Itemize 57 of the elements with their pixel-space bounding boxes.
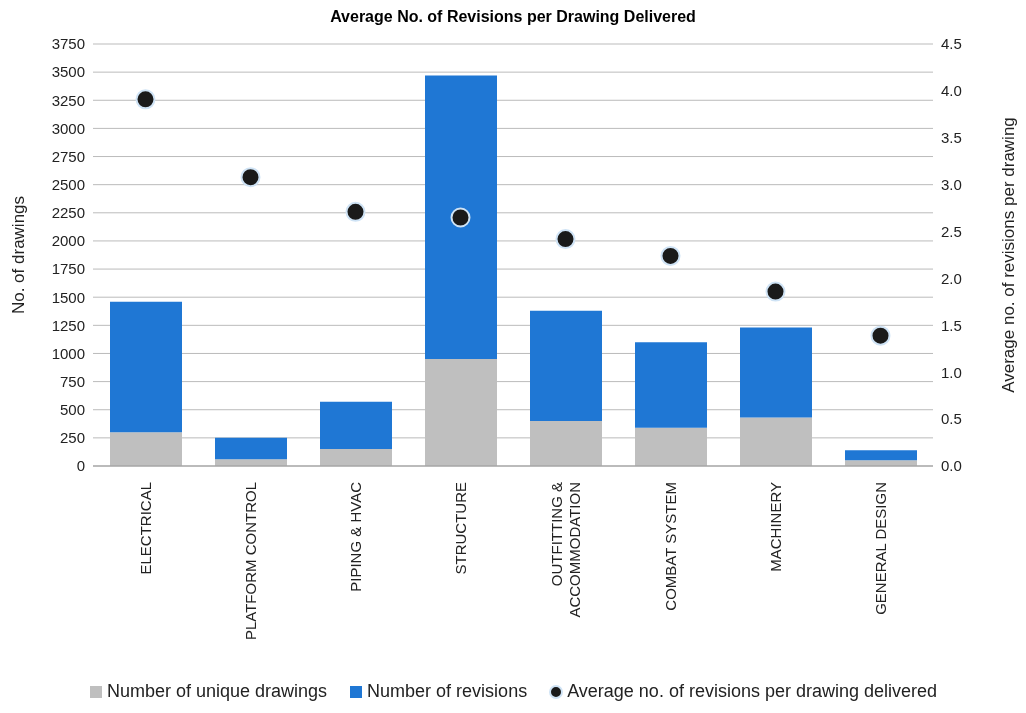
- y2-tick-label: 4.0: [941, 82, 962, 100]
- y-tick-label: 3500: [51, 63, 85, 81]
- y-tick-label: 1750: [51, 260, 85, 278]
- x-tick-label: PIPING & HVAC: [346, 481, 364, 592]
- bar: [110, 301, 182, 433]
- bar: [635, 342, 707, 428]
- chart-title: Average No. of Revisions per Drawing Delivered: [329, 8, 697, 27]
- x-tick-label: GENERAL DESIGN: [871, 482, 889, 615]
- x-tick-label: MACHINERY: [766, 482, 784, 572]
- y-tick-label: 1500: [51, 288, 85, 306]
- y2-tick-label: 1.0: [941, 363, 962, 381]
- point: [765, 281, 786, 302]
- y-tick-label: 2750: [51, 147, 85, 165]
- y2-tick-label: 0.0: [941, 457, 962, 475]
- y-tick-label: 1250: [51, 316, 85, 334]
- y-tick-label: 750: [59, 372, 85, 390]
- x-tick-label: STRUCTURE: [451, 482, 469, 575]
- y2-tick-label: 1.5: [941, 316, 962, 334]
- x-tick-label: ELECTRICAL: [136, 482, 154, 575]
- y-tick-label: 250: [59, 429, 85, 447]
- y-tick-label: 2000: [51, 232, 85, 250]
- point: [240, 167, 261, 188]
- y2-axis-title: Average no. of revisions per drawing: [999, 117, 1019, 393]
- y-tick-label: 3000: [51, 119, 85, 137]
- x-tick-label: OUTFITTING & ACCOMMODATION: [547, 482, 583, 618]
- point: [870, 325, 891, 346]
- bar: [530, 310, 602, 421]
- bar: [740, 327, 812, 418]
- bar: [320, 401, 392, 450]
- point: [450, 207, 471, 228]
- bar: [320, 449, 392, 466]
- x-tick-label: COMBAT SYSTEM: [661, 482, 679, 611]
- y-tick-label: 500: [59, 401, 85, 419]
- y2-tick-label: 3.5: [941, 129, 962, 147]
- point: [555, 229, 576, 250]
- legend-label: Number of revisions: [367, 681, 528, 702]
- bar: [215, 437, 287, 460]
- y-tick-label: 2250: [51, 204, 85, 222]
- y2-tick-label: 4.5: [941, 35, 962, 53]
- y-tick-label: 3250: [51, 91, 85, 109]
- point: [660, 245, 681, 266]
- x-tick-label: PLATFORM CONTROL: [241, 482, 259, 641]
- y2-tick-label: 2.5: [941, 222, 962, 240]
- y2-tick-label: 0.5: [941, 410, 962, 428]
- y2-tick-label: 3.0: [941, 175, 962, 193]
- bar: [425, 75, 497, 360]
- y-tick-label: 0: [76, 457, 85, 475]
- legend-label: Average no. of revisions per drawing delivered: [567, 681, 938, 702]
- point: [345, 201, 366, 222]
- y-tick-label: 1000: [51, 344, 85, 362]
- point: [135, 89, 156, 110]
- legend-label: Number of unique drawings: [106, 681, 328, 702]
- bar: [845, 450, 917, 461]
- y-tick-label: 3750: [51, 35, 85, 53]
- y2-tick-label: 2.0: [941, 269, 962, 287]
- y-tick-label: 2500: [51, 175, 85, 193]
- y-axis-title: No. of drawings: [9, 195, 29, 315]
